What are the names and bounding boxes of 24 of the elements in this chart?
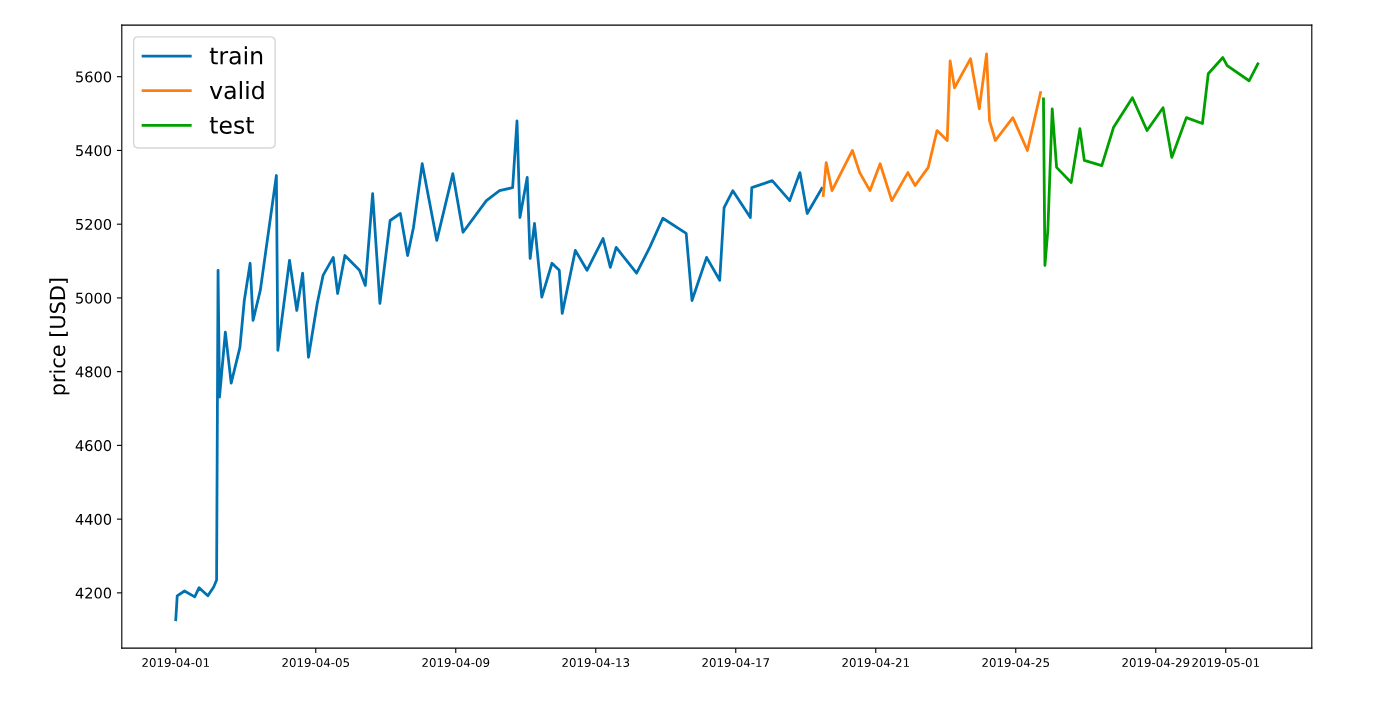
x-tick-label: 2019-04-29 <box>1122 658 1190 668</box>
y-tick-label: 4800 <box>75 366 112 378</box>
x-tick-label: 2019-05-01 <box>1192 658 1259 668</box>
legend-label: train <box>209 46 263 65</box>
x-tick-label: 2019-04-17 <box>702 658 770 668</box>
y-axis-title: price [USD] <box>49 278 70 395</box>
y-tick-label: 5000 <box>76 292 112 304</box>
y-tick-label: 4600 <box>75 440 112 452</box>
x-tick-label: 2019-04-05 <box>282 658 350 668</box>
y-tick-label: 4400 <box>75 513 112 525</box>
line-series <box>1042 56 1260 267</box>
x-tick-label: 2019-04-13 <box>562 658 630 668</box>
y-tick-label: 5400 <box>76 145 112 157</box>
y-tick-label: 5200 <box>76 218 112 230</box>
x-tick-label: 2019-04-09 <box>422 658 490 668</box>
line-series <box>821 52 1042 202</box>
legend-label: valid <box>209 81 264 100</box>
x-tick-label: 2019-04-25 <box>982 658 1050 668</box>
x-tick-label: 2019-04-01 <box>142 658 209 668</box>
y-tick-label: 4200 <box>75 587 112 599</box>
line-series <box>174 119 824 622</box>
x-tick-label: 2019-04-21 <box>842 658 909 668</box>
y-tick-label: 5600 <box>76 71 112 83</box>
legend-label: test <box>209 117 254 134</box>
